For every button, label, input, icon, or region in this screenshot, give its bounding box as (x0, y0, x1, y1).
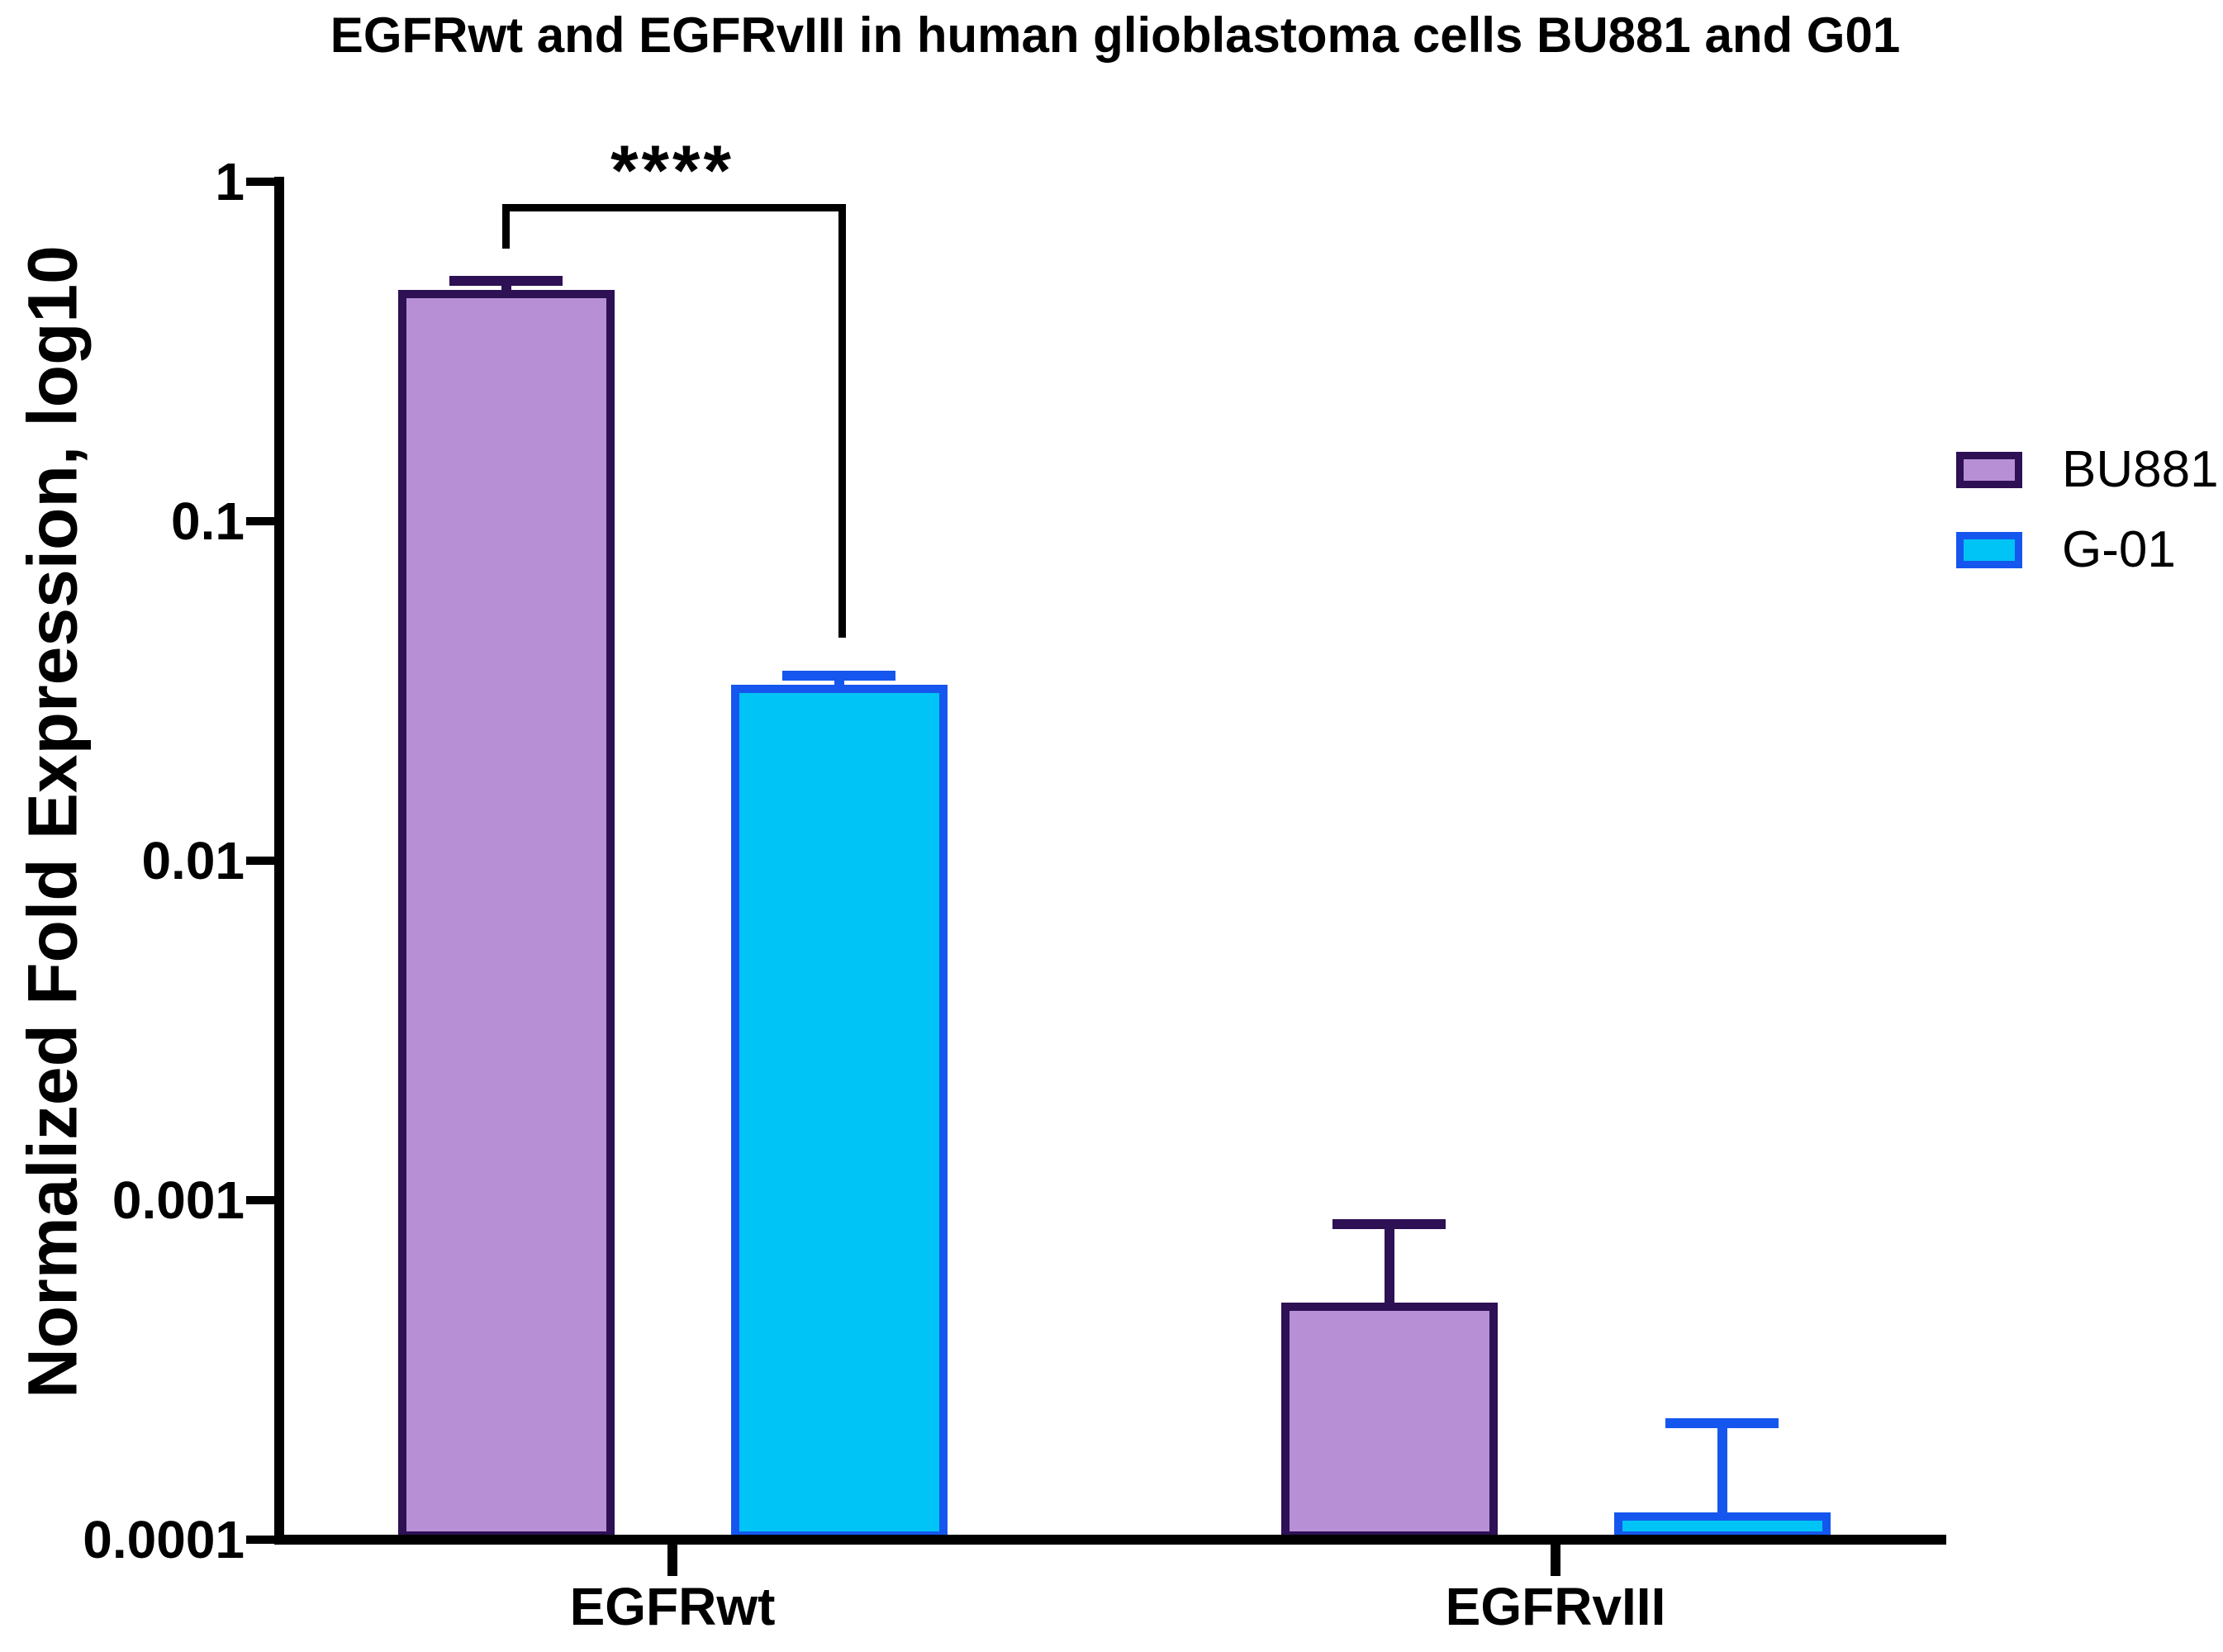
legend-swatch-bu881 (1956, 451, 2022, 488)
y-tick-label: 0.01 (141, 831, 245, 890)
error-bar-cap (449, 276, 563, 287)
bar-bu881-egfrviii (1280, 1302, 1498, 1540)
error-bar-stem (1384, 1224, 1394, 1303)
y-tick (246, 178, 274, 186)
y-tick-label: 1 (215, 152, 245, 211)
y-tick-label: 0.001 (112, 1170, 245, 1230)
y-tick-label: 0.0001 (83, 1510, 245, 1569)
x-tick (1551, 1540, 1560, 1576)
significance-bracket-right-drop (838, 204, 846, 638)
y-tick-label: 0.1 (171, 491, 245, 551)
significance-bracket-horizontal (502, 204, 846, 211)
legend-item-g01: G-01 (1956, 520, 2176, 579)
error-bar-stem (1717, 1423, 1727, 1513)
legend-label-bu881: BU881 (2062, 441, 2219, 498)
y-tick (246, 1196, 274, 1204)
significance-stars: **** (610, 131, 734, 211)
category-label: EGFRvIII (1445, 1577, 1666, 1636)
y-tick (246, 517, 274, 525)
x-tick (667, 1540, 677, 1576)
legend-swatch-g01 (1956, 531, 2022, 568)
legend-label-g01: G-01 (2062, 521, 2176, 578)
chart-title: EGFRwt and EGFRvIII in human glioblastom… (330, 7, 1901, 63)
bar-bu881-egfrwt (397, 290, 615, 1540)
y-tick (246, 1536, 274, 1544)
error-bar-cap (1665, 1418, 1779, 1429)
category-label: EGFRwt (569, 1577, 776, 1636)
error-bar-cap (782, 671, 895, 681)
legend-item-bu881: BU881 (1956, 440, 2219, 499)
y-tick (246, 857, 274, 865)
x-axis-line (274, 1535, 1946, 1545)
significance-bracket-left-drop (502, 204, 510, 249)
y-axis-line (274, 177, 284, 1545)
error-bar-cap (1332, 1219, 1446, 1229)
bar-g01-egfrwt (730, 684, 948, 1540)
